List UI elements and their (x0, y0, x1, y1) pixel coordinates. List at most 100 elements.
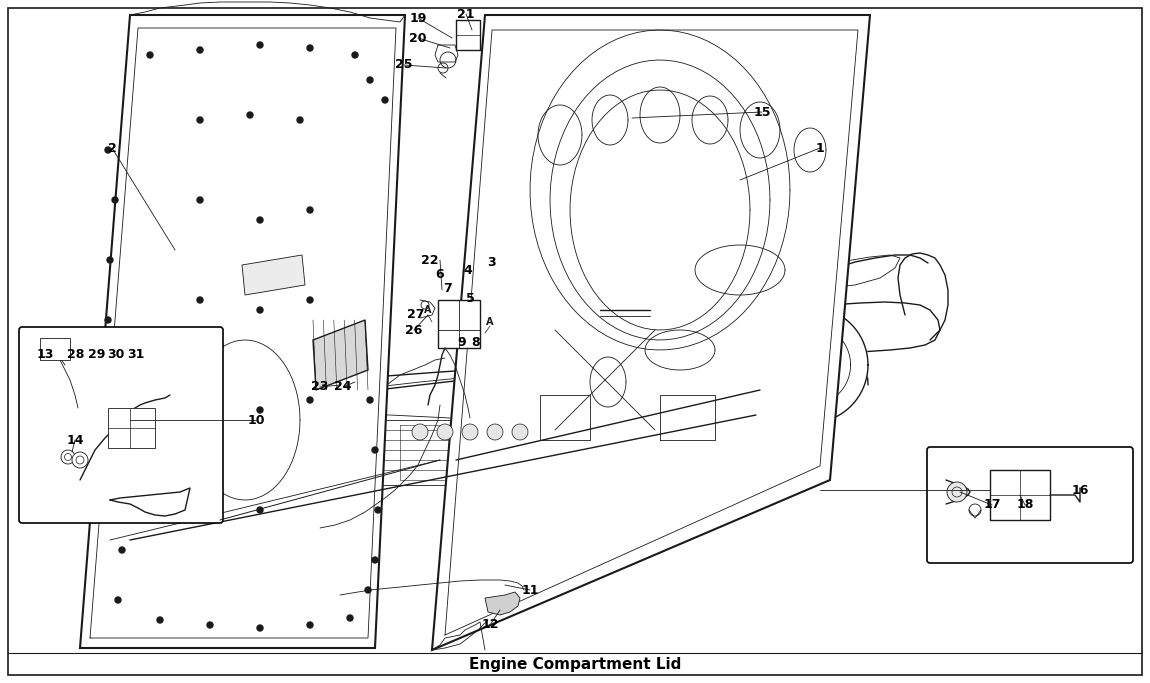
Circle shape (371, 557, 378, 563)
Circle shape (307, 297, 313, 303)
Circle shape (307, 397, 313, 403)
Text: 20: 20 (409, 31, 427, 44)
Text: A: A (486, 317, 493, 327)
Text: 22: 22 (421, 253, 439, 266)
Text: Engine Compartment Lid: Engine Compartment Lid (469, 658, 681, 673)
Polygon shape (432, 15, 871, 650)
Text: 24: 24 (335, 380, 352, 393)
Circle shape (440, 52, 457, 68)
Text: 7: 7 (444, 283, 452, 296)
Circle shape (307, 45, 313, 51)
Polygon shape (769, 324, 851, 406)
Text: 16: 16 (1072, 484, 1089, 497)
Polygon shape (792, 348, 827, 382)
Circle shape (946, 482, 967, 502)
Circle shape (486, 424, 503, 440)
Circle shape (347, 615, 353, 621)
Circle shape (113, 437, 118, 443)
Circle shape (371, 447, 378, 453)
Circle shape (512, 424, 528, 440)
Polygon shape (438, 300, 480, 348)
Polygon shape (752, 307, 868, 423)
FancyBboxPatch shape (927, 447, 1133, 563)
Circle shape (197, 117, 204, 123)
Circle shape (367, 397, 373, 403)
Polygon shape (248, 368, 371, 492)
Circle shape (197, 397, 204, 403)
Circle shape (437, 424, 453, 440)
Text: 13: 13 (37, 348, 54, 361)
Circle shape (256, 407, 263, 413)
Text: 3: 3 (488, 257, 497, 270)
Text: 11: 11 (521, 583, 538, 596)
Text: A: A (424, 305, 431, 315)
Circle shape (367, 77, 373, 83)
Text: 10: 10 (247, 413, 264, 426)
Text: 19: 19 (409, 12, 427, 25)
Circle shape (158, 617, 163, 623)
Text: 4: 4 (463, 264, 473, 277)
Circle shape (197, 47, 204, 53)
Circle shape (112, 197, 118, 203)
Circle shape (109, 377, 115, 383)
Circle shape (297, 117, 302, 123)
Text: 9: 9 (458, 337, 466, 350)
Bar (990, 470, 1050, 520)
Text: 6: 6 (436, 268, 444, 281)
Circle shape (256, 217, 263, 223)
Polygon shape (485, 592, 520, 615)
Polygon shape (313, 320, 368, 390)
Circle shape (256, 507, 263, 513)
Circle shape (197, 297, 204, 303)
Text: 8: 8 (472, 337, 481, 350)
Circle shape (307, 622, 313, 628)
Text: 15: 15 (753, 105, 770, 118)
Circle shape (197, 497, 204, 503)
Circle shape (256, 307, 263, 313)
Circle shape (256, 625, 263, 631)
Circle shape (72, 452, 89, 468)
Circle shape (118, 547, 125, 553)
Text: 23: 23 (312, 380, 329, 393)
Circle shape (382, 97, 388, 103)
Circle shape (412, 424, 428, 440)
Text: 12: 12 (481, 619, 499, 632)
Text: 30: 30 (107, 348, 124, 361)
Text: 14: 14 (67, 434, 84, 447)
Circle shape (197, 197, 204, 203)
Text: 27: 27 (407, 309, 424, 322)
Text: 2: 2 (108, 141, 116, 154)
Text: 18: 18 (1017, 499, 1034, 512)
Circle shape (147, 52, 153, 58)
Polygon shape (81, 15, 405, 648)
Circle shape (247, 112, 253, 118)
Text: 26: 26 (405, 324, 423, 337)
Circle shape (462, 424, 478, 440)
Text: 25: 25 (396, 59, 413, 72)
Circle shape (365, 587, 371, 593)
Circle shape (61, 450, 75, 464)
FancyBboxPatch shape (20, 327, 223, 523)
Polygon shape (242, 255, 305, 295)
Polygon shape (291, 411, 329, 449)
Circle shape (117, 497, 123, 503)
Text: 21: 21 (458, 8, 475, 20)
Circle shape (375, 507, 381, 513)
Polygon shape (267, 387, 353, 473)
Circle shape (115, 597, 121, 603)
Polygon shape (108, 408, 155, 448)
Circle shape (969, 504, 981, 516)
Circle shape (105, 147, 112, 153)
Text: 29: 29 (89, 348, 106, 361)
Circle shape (307, 207, 313, 213)
Text: 5: 5 (466, 292, 475, 305)
Circle shape (352, 52, 358, 58)
Text: 28: 28 (68, 348, 85, 361)
Text: 17: 17 (983, 499, 1000, 512)
Text: 31: 31 (128, 348, 145, 361)
Bar (40, 338, 70, 360)
Circle shape (107, 257, 113, 263)
Circle shape (207, 622, 213, 628)
Circle shape (105, 317, 112, 323)
Text: 1: 1 (815, 141, 825, 154)
